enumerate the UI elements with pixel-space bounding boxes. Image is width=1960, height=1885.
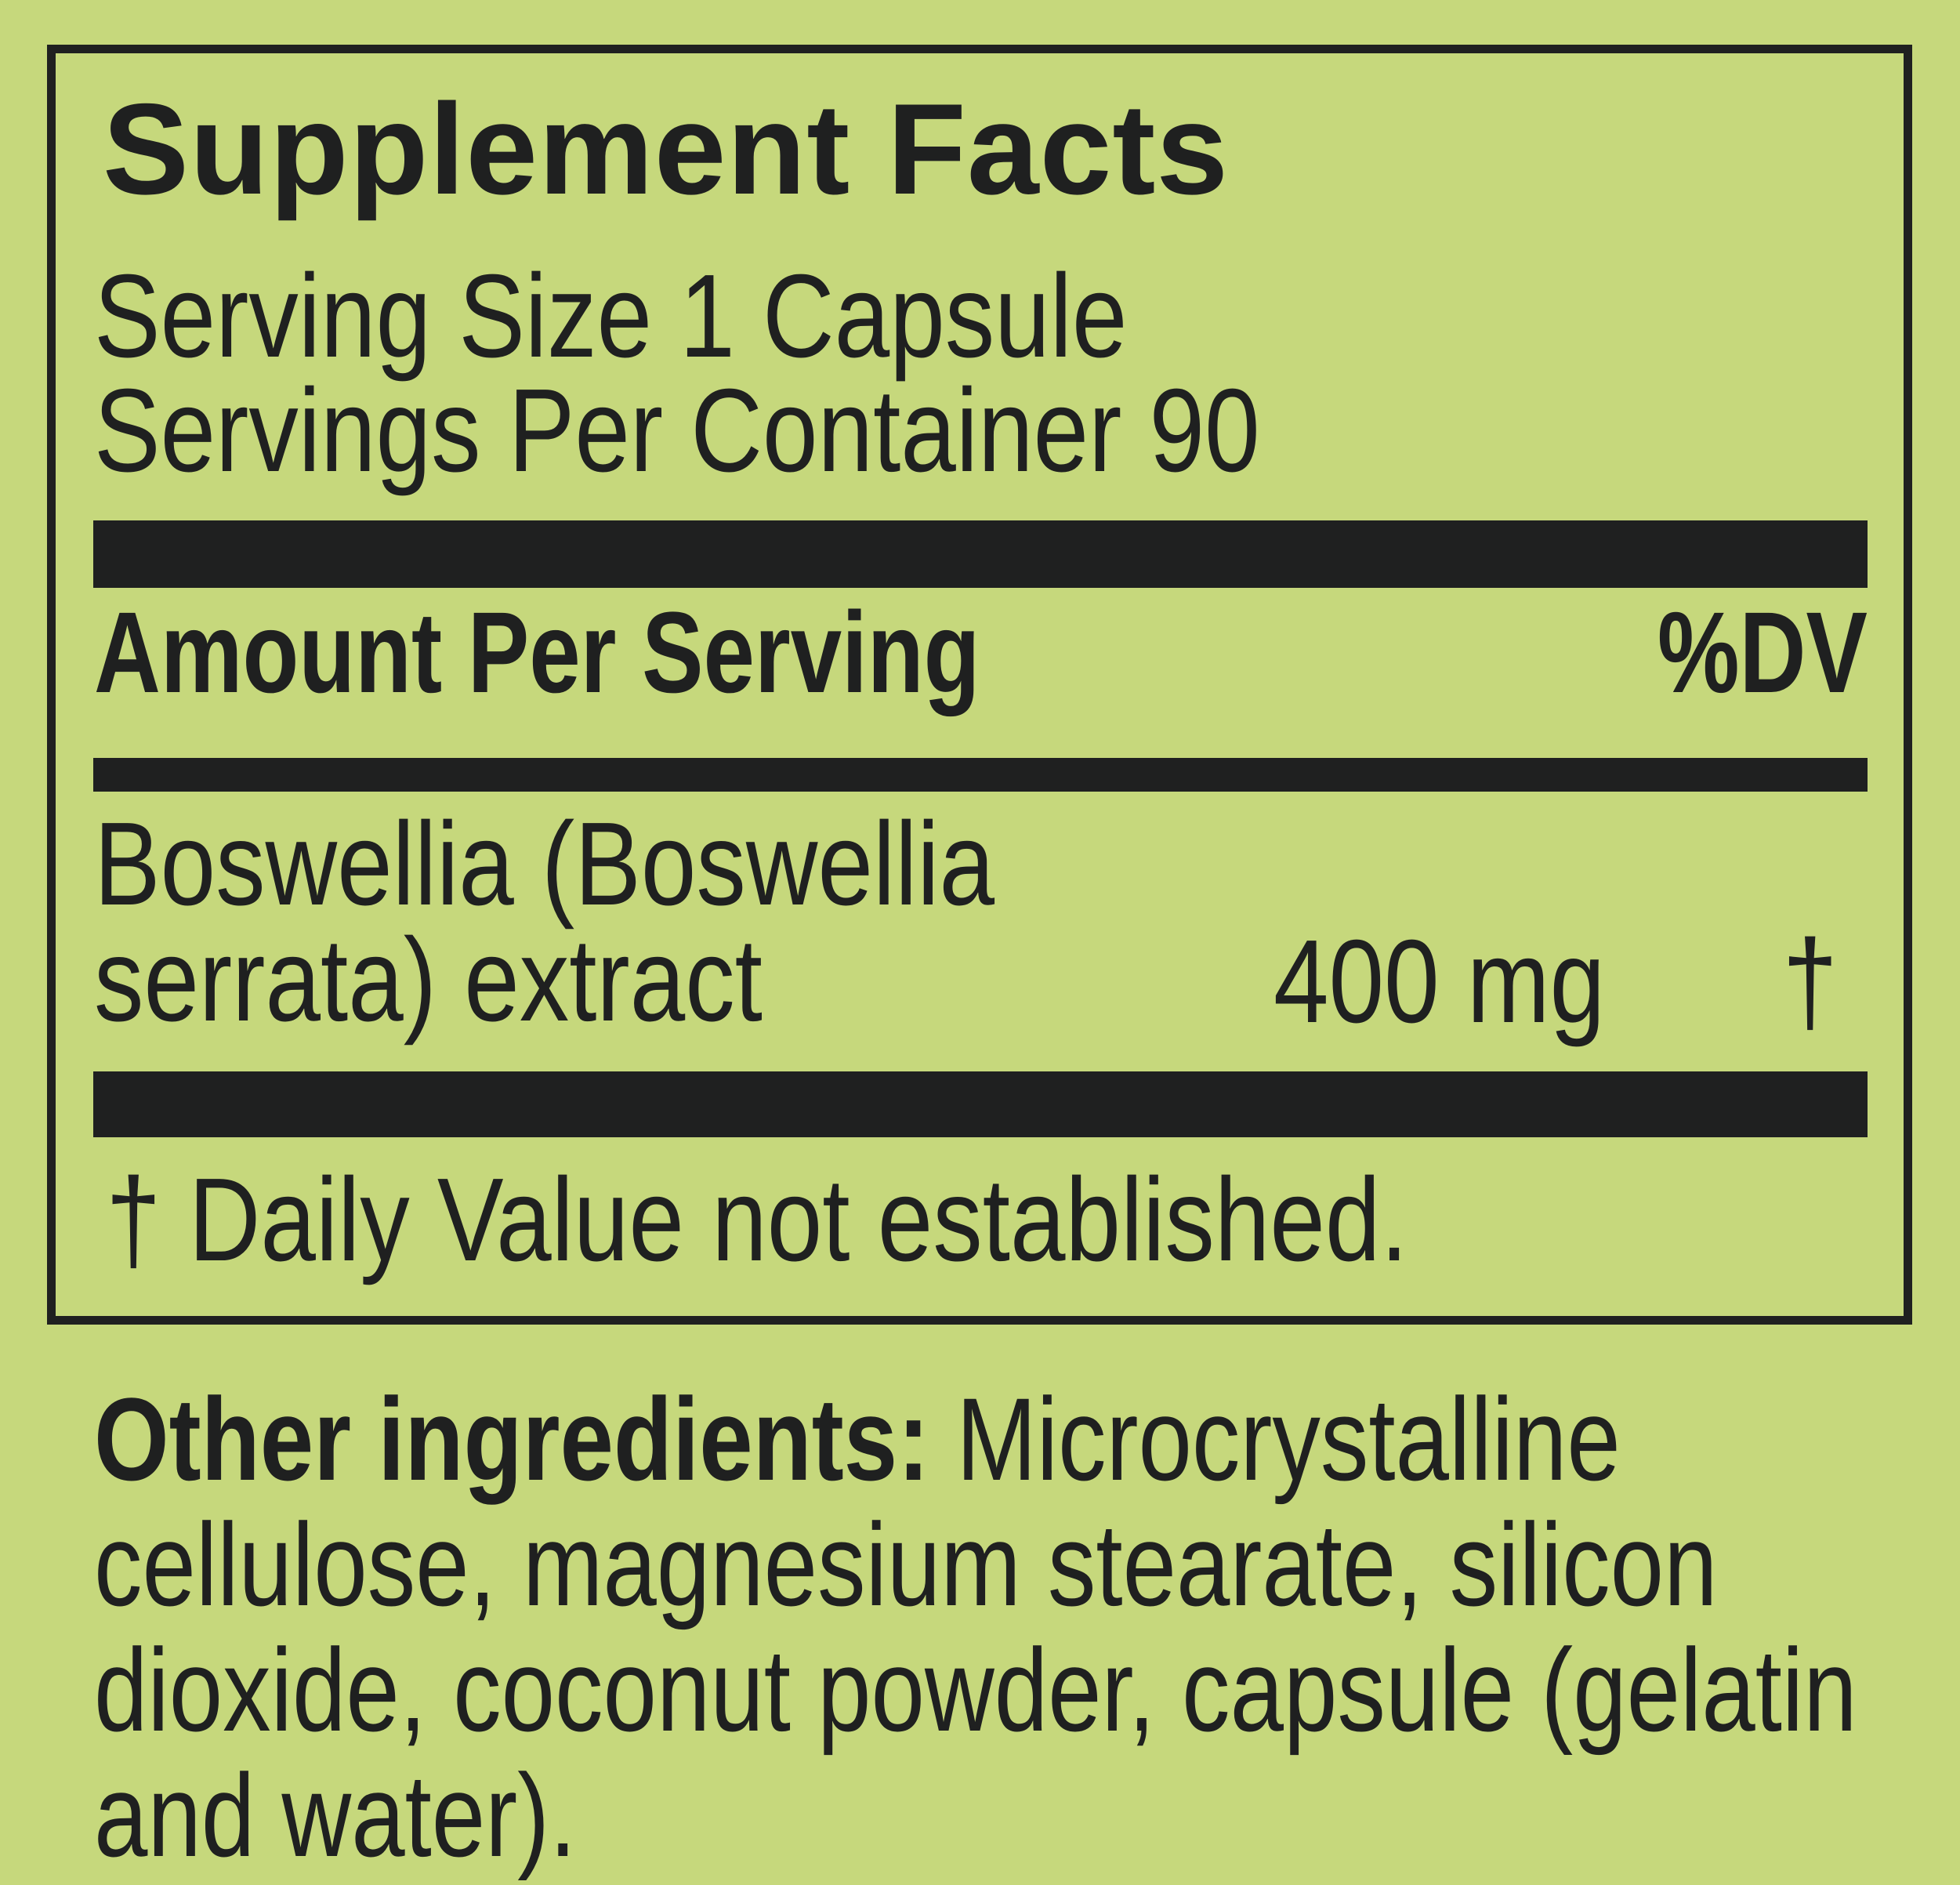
daily-value-footnote-text: † Daily Value not established. bbox=[106, 1153, 1408, 1285]
other-ingredients-line-1: Other ingredients: Microcrystalline bbox=[94, 1376, 1960, 1502]
percent-dv-header-text: %DV bbox=[1657, 589, 1868, 717]
other-ingredients-label: Other ingredients: bbox=[94, 1373, 930, 1505]
ingredient-name-line-2-wrap: serrata) extract bbox=[94, 913, 1166, 1046]
serving-size-text: Serving Size 1 Capsule bbox=[94, 249, 1128, 382]
ingredient-name-line-1: Boswellia (Boswellia bbox=[94, 797, 995, 930]
ingredient-dv-cell: † bbox=[1772, 922, 1838, 1040]
ingredient-amount: 400 mg bbox=[1273, 915, 1606, 1047]
ingredient-name-line-2: serrata) extract bbox=[94, 913, 763, 1046]
other-ingredients-line-4: and water). bbox=[94, 1749, 577, 1881]
servings-per-container-line: Servings Per Container 90 bbox=[94, 364, 1482, 496]
serving-info: Serving Size 1 Capsule Servings Per Cont… bbox=[94, 249, 1482, 496]
supplement-facts-panel: Supplement Facts Serving Size 1 Capsule … bbox=[47, 45, 1912, 1325]
serving-size-line: Serving Size 1 Capsule bbox=[94, 249, 1482, 382]
ingredient-name-line-1-wrap: Boswellia (Boswellia bbox=[94, 797, 1166, 930]
other-ingredients-line-2: cellulose, magnesium stearate, silicon bbox=[94, 1499, 1718, 1630]
amount-per-serving-header: Amount Per Serving bbox=[94, 596, 1201, 711]
percent-dv-header: %DV bbox=[1605, 596, 1868, 711]
ingredient-amount-cell: 400 mg bbox=[1273, 922, 1668, 1040]
other-ingredients-line-3: dioxide, coconut powder, capsule (gelati… bbox=[94, 1624, 1857, 1756]
other-ingredients-line-2-wrap: cellulose, magnesium stearate, silicon bbox=[94, 1502, 1960, 1627]
divider-bar-thin-middle bbox=[93, 758, 1868, 792]
divider-bar-thick-top bbox=[93, 520, 1868, 588]
other-ingredients-paragraph: Other ingredients: Microcrystalline cell… bbox=[94, 1376, 1960, 1878]
divider-bar-thick-bottom bbox=[93, 1071, 1868, 1137]
daily-value-footnote: † Daily Value not established. bbox=[106, 1160, 1656, 1278]
other-ingredients-line-4-wrap: and water). bbox=[94, 1753, 1960, 1878]
ingredient-name: Boswellia (Boswellia serrata) extract bbox=[94, 797, 1166, 1046]
servings-per-container-text: Servings Per Container 90 bbox=[94, 364, 1260, 496]
ingredient-dv-symbol: † bbox=[1782, 915, 1838, 1047]
other-ingredients-line-3-wrap: dioxide, coconut powder, capsule (gelati… bbox=[94, 1627, 1960, 1753]
panel-title: Supplement Facts bbox=[103, 77, 1230, 221]
amount-per-serving-header-text: Amount Per Serving bbox=[94, 589, 980, 717]
other-ingredients-line-1-rest: Microcrystalline bbox=[929, 1373, 1621, 1505]
